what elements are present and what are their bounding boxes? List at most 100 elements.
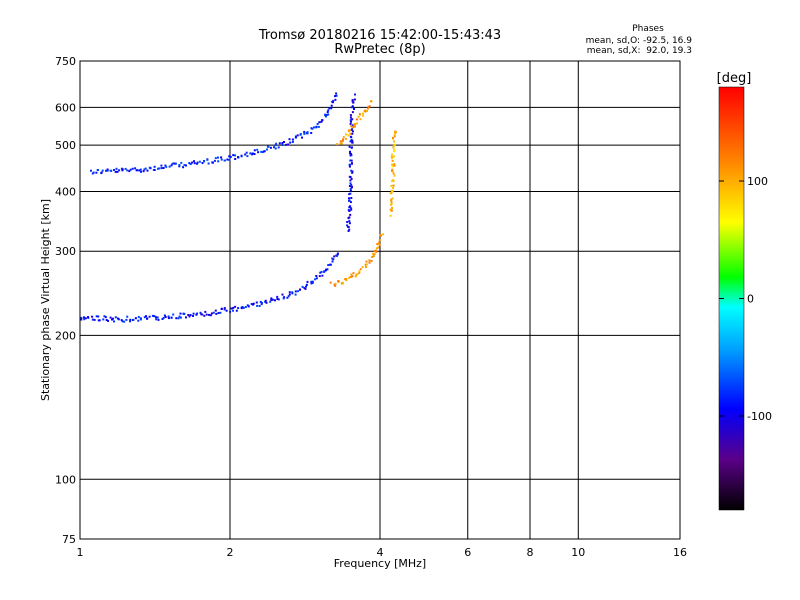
data-point	[348, 220, 351, 223]
data-point	[392, 184, 395, 187]
data-point	[391, 163, 394, 166]
colorbar-tick-label: 100	[747, 175, 768, 188]
y-tick-label: 500	[55, 139, 76, 152]
data-point	[283, 141, 285, 143]
data-point	[335, 92, 338, 95]
data-point	[352, 101, 355, 104]
data-point	[200, 313, 203, 316]
data-point	[105, 169, 108, 172]
data-point	[185, 316, 187, 319]
data-point	[123, 320, 126, 323]
data-point	[350, 106, 353, 109]
data-point	[245, 151, 248, 154]
colorbar-tick-label: 0	[747, 293, 754, 306]
data-point	[333, 255, 336, 258]
data-point	[392, 155, 395, 158]
data-point	[155, 318, 158, 321]
data-point	[334, 284, 337, 287]
data-point	[329, 263, 332, 266]
data-point	[189, 314, 192, 317]
data-point	[391, 156, 393, 159]
data-point	[390, 192, 393, 195]
data-point	[393, 174, 396, 177]
data-point	[327, 109, 330, 112]
data-point	[157, 167, 160, 170]
data-point	[160, 167, 163, 170]
data-point	[371, 252, 374, 255]
data-point	[351, 185, 353, 188]
data-point	[193, 160, 195, 163]
data-point	[373, 253, 376, 256]
data-point	[351, 139, 354, 142]
data-point	[319, 271, 322, 274]
data-point	[335, 94, 338, 97]
data-point	[294, 290, 297, 293]
data-point	[373, 250, 376, 253]
data-point	[351, 126, 354, 129]
data-point	[327, 264, 330, 267]
data-point	[217, 160, 220, 163]
data-point	[183, 312, 186, 315]
data-point	[351, 170, 354, 173]
data-point	[199, 311, 202, 314]
data-point	[358, 113, 361, 116]
data-point	[339, 142, 342, 145]
data-point	[350, 273, 353, 276]
data-point	[172, 313, 175, 316]
data-point	[364, 263, 367, 266]
data-point	[256, 148, 259, 151]
data-point	[301, 285, 304, 288]
data-point	[207, 162, 210, 165]
data-point	[179, 312, 182, 315]
data-point	[366, 110, 368, 112]
data-point	[393, 163, 396, 166]
data-point	[339, 140, 342, 143]
data-point	[191, 161, 194, 164]
data-point	[296, 134, 299, 137]
data-point	[131, 167, 134, 170]
data-point	[140, 170, 142, 173]
data-point	[229, 155, 232, 158]
x-axis-ticks: 1 2 4 6 8 10 16	[77, 546, 688, 559]
data-point	[349, 188, 352, 191]
data-point	[390, 200, 393, 202]
data-point	[350, 153, 352, 155]
data-point	[365, 266, 367, 268]
data-point	[158, 167, 161, 170]
data-point	[347, 209, 350, 212]
data-point	[291, 292, 294, 295]
data-point	[228, 158, 231, 161]
data-point	[334, 98, 337, 101]
data-point	[341, 140, 344, 142]
data-point	[214, 157, 217, 160]
data-point	[378, 244, 381, 247]
data-point	[180, 161, 183, 164]
data-point	[165, 165, 168, 168]
data-point	[357, 115, 360, 118]
data-point	[139, 318, 142, 321]
data-point	[376, 243, 379, 246]
data-point	[98, 319, 101, 322]
data-point	[315, 277, 318, 280]
data-point	[287, 295, 290, 298]
data-point	[345, 278, 348, 280]
data-point	[353, 108, 355, 110]
data-point	[232, 306, 235, 309]
data-point	[380, 234, 382, 237]
data-point	[348, 216, 351, 219]
data-point	[237, 307, 240, 310]
data-point	[349, 276, 352, 278]
x-tick-label: 6	[464, 546, 471, 559]
data-point	[235, 309, 238, 312]
data-point	[201, 162, 204, 164]
data-point	[349, 116, 352, 119]
data-point	[342, 138, 345, 141]
data-point	[294, 136, 297, 139]
data-point	[192, 312, 195, 315]
data-point	[351, 99, 354, 102]
data-point	[391, 165, 394, 168]
data-point	[174, 162, 177, 165]
data-point	[362, 114, 365, 117]
data-point	[349, 182, 352, 185]
